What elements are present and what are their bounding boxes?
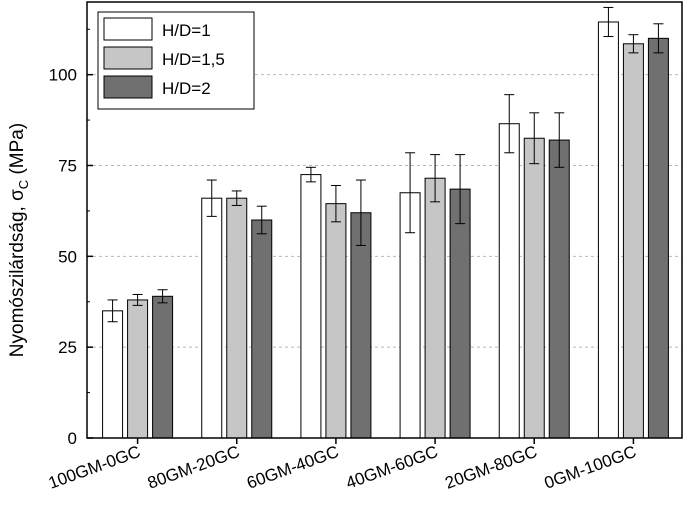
legend-label: H/D=1: [162, 21, 211, 40]
bar: [622, 43, 644, 439]
y-tick-label: 75: [58, 157, 77, 176]
legend-swatch: [103, 75, 153, 99]
x-tick-label: 40GM-60GC: [343, 442, 440, 493]
bar: [597, 21, 619, 439]
bar: [226, 197, 248, 439]
bar: [350, 212, 372, 439]
y-tick-label: 100: [49, 66, 77, 85]
grid-layer: [87, 74, 682, 348]
bar: [102, 310, 124, 439]
x-tick-label: 0GM-100GC: [542, 442, 639, 493]
y-tick-label: 25: [58, 338, 77, 357]
bar: [424, 177, 446, 439]
bars-layer: [102, 6, 669, 439]
bar: [201, 197, 223, 439]
legend-label: H/D=2: [162, 79, 211, 98]
bar: [325, 203, 347, 439]
y-axis-label-main: Nyomószilárdság, σ: [7, 189, 28, 357]
bar: [127, 299, 149, 439]
x-tick-label: 80GM-20GC: [145, 442, 242, 493]
y-axis-label-subscript: C: [16, 180, 31, 189]
bar: [548, 139, 570, 439]
legend: H/D=1 H/D=1,5 H/D=2: [97, 11, 255, 110]
bar: [449, 188, 471, 439]
plot-frame: [86, 1, 683, 439]
y-axis-label: Nyomószilárdság, σC (MPa): [7, 123, 31, 357]
y-tick-label: 50: [58, 247, 77, 266]
legend-swatch: [103, 46, 153, 70]
bar: [523, 137, 545, 439]
bar: [152, 295, 174, 439]
x-tick-label: 100GM-0GC: [46, 442, 143, 493]
bar: [251, 219, 273, 439]
legend-label: H/D=1,5: [162, 50, 225, 69]
x-tick-label: 20GM-80GC: [443, 442, 540, 493]
legend-swatch: [103, 17, 153, 41]
y-tick-label: 0: [68, 429, 77, 448]
bar: [300, 174, 322, 439]
x-tick-label: 60GM-40GC: [244, 442, 341, 493]
bar: [498, 123, 520, 439]
bar: [647, 37, 669, 439]
y-axis-label-unit: (MPa): [7, 123, 28, 180]
